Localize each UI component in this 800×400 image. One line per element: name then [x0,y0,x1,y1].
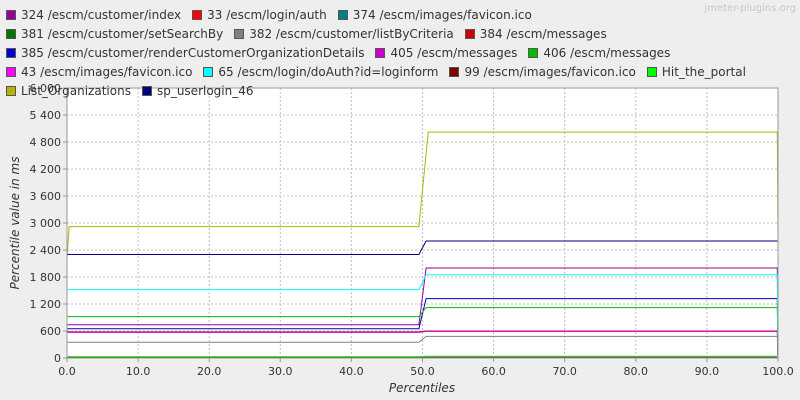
x-tick-label: 40.0 [339,365,364,378]
legend-label: 405 /escm/messages [390,45,518,60]
legend-swatch [6,28,16,39]
legend-swatch [528,47,539,58]
x-tick-label: 10.0 [126,365,151,378]
legend-swatch [141,85,152,96]
legend-swatch [234,28,245,39]
legend-item: 43 /escm/images/favicon.ico [6,62,192,81]
legend-swatch [449,66,460,77]
legend-label: List_Organizations [21,83,131,98]
legend-swatch [6,9,16,20]
legend-item: 381 /escm/customer/setSearchBy [6,24,223,43]
x-tick-label: 100.0 [762,365,794,378]
legend-label: 33 /escm/login/auth [207,7,327,22]
x-tick-label: 30.0 [268,365,293,378]
legend-item: 65 /escm/login/doAuth?id=loginform [203,62,438,81]
legend-label: sp_userlogin_46 [156,83,254,98]
legend-label: Hit_the_portal [661,64,746,79]
legend-item: 324 /escm/customer/index [6,5,181,24]
y-tick-label: 4 800 [30,136,62,149]
y-tick-label: 2 400 [30,244,62,257]
x-tick-label: 20.0 [197,365,222,378]
legend-label: 381 /escm/customer/setSearchBy [21,26,224,41]
legend-label: 406 /escm/messages [543,45,671,60]
legend-label: 65 /escm/login/doAuth?id=loginform [218,64,439,79]
legend-label: 99 /escm/images/favicon.ico [464,64,636,79]
legend-item: 406 /escm/messages [528,43,670,62]
legend-swatch [192,9,203,20]
legend-item: 374 /escm/images/favicon.ico [337,5,532,24]
x-tick-label: 90.0 [695,365,720,378]
legend-swatch [375,47,386,58]
y-axis-title: Percentile value in ms [8,157,22,290]
x-tick-label: 50.0 [410,365,435,378]
series-line-13 [66,131,779,260]
legend-swatch [337,9,348,20]
legend-item: 99 /escm/images/favicon.ico [449,62,636,81]
x-tick-label: 70.0 [552,365,577,378]
y-tick-label: 600 [40,325,61,338]
watermark: jmeter-plugins.org [704,3,796,14]
legend-label: 374 /escm/images/favicon.ico [352,7,532,22]
y-tick-label: 1 200 [30,298,62,311]
legend-label: 382 /escm/customer/listByCriteria [249,26,454,41]
x-axis-title: Percentiles [389,381,455,395]
y-tick-label: 3 600 [30,190,62,203]
y-tick-label: 0 [54,352,61,365]
legend-item: 384 /escm/messages [464,24,607,43]
legend-label: 324 /escm/customer/index [21,7,182,22]
y-axis-ticks: 0 600 1 200 1 800 2 400 3 000 3 600 4 200 4 800 5… [30,82,67,365]
x-tick-label: 80.0 [624,365,649,378]
legend-swatch [646,66,657,77]
legend-item: sp_userlogin_46 [141,81,254,100]
x-tick-label: 0.0 [58,365,76,378]
legend-item: List_Organizations [6,81,131,100]
legend-item: Hit_the_portal [646,62,746,81]
legend-swatch [464,28,475,39]
x-axis-ticks: 0.0 10.0 20.0 30.0 40.0 50.0 60.0 70.0 80.0 90.0 1… [58,358,794,378]
legend-item: 385 /escm/customer/renderCustomerOrganiz… [6,43,364,62]
y-tick-label: 5 400 [30,109,62,122]
legend-item: 382 /escm/customer/listByCriteria [234,24,454,43]
legend-swatch [203,66,214,77]
y-tick-label: 1 800 [30,271,62,284]
legend-label: 43 /escm/images/favicon.ico [21,64,193,79]
legend-swatch [6,47,16,58]
y-tick-label: 4 200 [30,163,62,176]
legend-swatch [6,66,16,77]
legend-item: 33 /escm/login/auth [192,5,327,24]
legend-label: 384 /escm/messages [479,26,607,41]
legend: 324 /escm/customer/index 33 /escm/login/a… [6,5,766,98]
legend-item: 405 /escm/messages [375,43,517,62]
legend-swatch [6,85,16,96]
y-tick-label: 6 000 [30,82,62,95]
legend-label: 385 /escm/customer/renderCustomerOrganiz… [21,45,365,60]
x-tick-label: 60.0 [481,365,506,378]
y-tick-label: 3 000 [30,217,62,230]
